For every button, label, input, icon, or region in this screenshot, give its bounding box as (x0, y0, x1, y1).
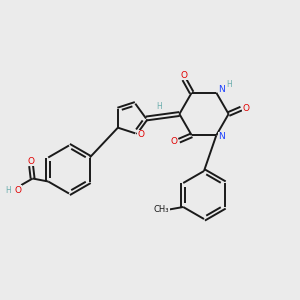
Text: O: O (15, 186, 22, 195)
Text: O: O (181, 71, 188, 80)
Text: CH₃: CH₃ (154, 205, 170, 214)
Text: N: N (218, 132, 225, 141)
Text: H: H (6, 186, 11, 195)
Text: O: O (137, 130, 144, 139)
Text: O: O (171, 137, 178, 146)
Text: N: N (218, 85, 225, 94)
Text: O: O (242, 103, 250, 112)
Text: H: H (226, 80, 232, 89)
Text: H: H (156, 102, 162, 111)
Text: O: O (28, 157, 34, 166)
